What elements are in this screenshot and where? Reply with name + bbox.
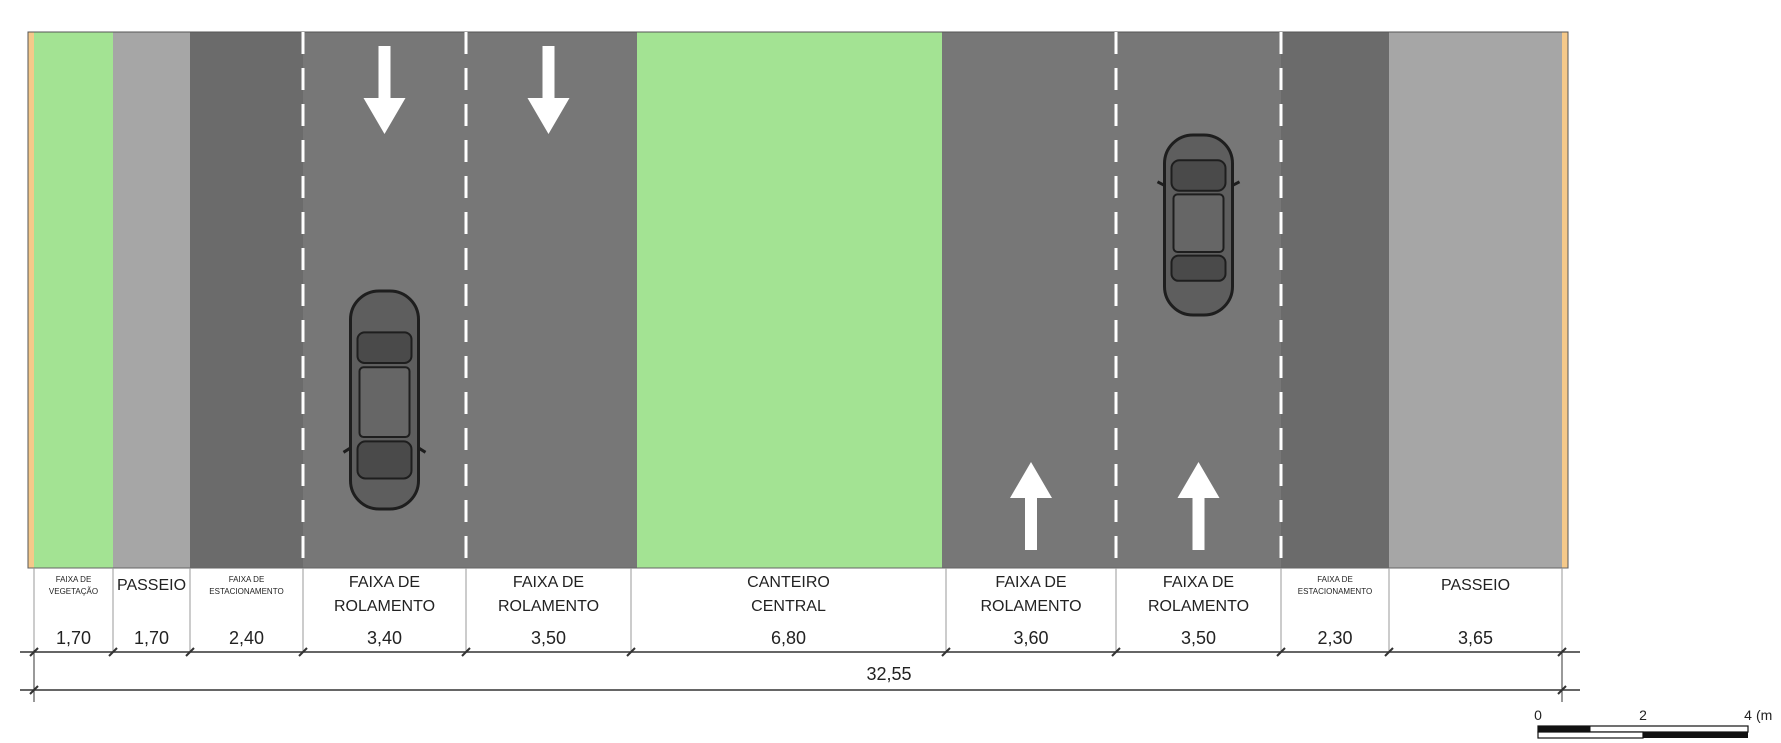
- strip-width-value: 3,65: [1458, 628, 1493, 648]
- arrow-head: [363, 98, 406, 134]
- road-strips: [27, 31, 1569, 569]
- arrow-head: [527, 98, 570, 134]
- strip-width-value: 3,40: [367, 628, 402, 648]
- scale-tick-label: 4: [1744, 707, 1752, 723]
- car-roof: [1172, 193, 1225, 253]
- strip-label: FAIXA DE: [1317, 575, 1353, 584]
- dimension-tick: [108, 647, 118, 657]
- strip-width-value: 3,60: [1013, 628, 1048, 648]
- edge-strip-left: [28, 32, 34, 568]
- strip-label: CANTEIRO: [747, 574, 830, 591]
- strip-label: ROLAMENTO: [498, 598, 599, 615]
- dimension-tick: [1111, 647, 1121, 657]
- strip-width-value: 2,30: [1317, 628, 1352, 648]
- car-roof: [358, 366, 411, 439]
- strip-label: PASSEIO: [117, 577, 186, 594]
- strip-label: FAIXA DE: [349, 574, 420, 591]
- car-rear-window: [356, 331, 413, 364]
- strip-passeio-right: [1389, 32, 1562, 568]
- dimension-tick: [1384, 647, 1394, 657]
- strip-width-value: 1,70: [134, 628, 169, 648]
- strip-labels: FAIXA DE VEGETAÇÃO 1,70 PASSEIO 1,70 FAIXA DE…: [28, 567, 1568, 652]
- dimension-tick: [1276, 647, 1286, 657]
- strip-label: ROLAMENTO: [1148, 598, 1249, 615]
- strip-label: FAIXA DE: [56, 575, 92, 584]
- dimension-tick: [461, 647, 471, 657]
- car-rear-window: [1170, 254, 1227, 282]
- arrow-shaft: [1192, 496, 1205, 550]
- arrow-head: [1010, 462, 1052, 498]
- strip-label: PASSEIO: [1441, 577, 1510, 594]
- strip-label: CENTRAL: [751, 598, 826, 615]
- direction-arrow-up: [1010, 462, 1052, 550]
- dimension-tick: [185, 647, 195, 657]
- arrow-shaft: [1025, 496, 1037, 550]
- direction-arrow-down: [363, 46, 406, 134]
- strip-width-value: 3,50: [531, 628, 566, 648]
- strip-label: FAIXA DE: [1163, 574, 1234, 591]
- car-windshield: [1170, 159, 1227, 192]
- scale-bar-segment: [1643, 732, 1748, 738]
- arrow-shaft: [542, 46, 555, 100]
- dimension-tick: [626, 647, 636, 657]
- strip-passeio-left: [113, 32, 190, 568]
- car-mirror: [342, 446, 352, 454]
- strip-width-value: 6,80: [771, 628, 806, 648]
- strip-canteiro: [637, 32, 942, 568]
- car-mirror: [1156, 180, 1166, 187]
- strip-estacionamento-left: [190, 32, 303, 568]
- strip-width-value: 3,50: [1181, 628, 1216, 648]
- strip-label: FAIXA DE: [229, 575, 265, 584]
- strip-label: ESTACIONAMENTO: [209, 587, 283, 596]
- car-mirror: [417, 446, 427, 454]
- scale-bar-segment: [1537, 731, 1644, 739]
- strip-label: VEGETAÇÃO: [49, 587, 98, 596]
- strip-label: FAIXA DE: [995, 574, 1066, 591]
- edge-strip-right: [1562, 32, 1568, 568]
- scale-unit-label: (m: [1756, 707, 1772, 723]
- strip-width-value: 2,40: [229, 628, 264, 648]
- strip-estacionamento-right: [1281, 32, 1389, 568]
- strip-label: FAIXA DE: [513, 574, 584, 591]
- scale-bar-segment: [1538, 726, 1591, 732]
- strip-width-value: 1,70: [56, 628, 91, 648]
- scale-tick-label: 0: [1534, 707, 1542, 723]
- scale-tick-label: 2: [1639, 707, 1647, 723]
- strip-label: ESTACIONAMENTO: [1298, 587, 1372, 596]
- strip-vegetacao: [34, 32, 113, 568]
- dimension-tick: [298, 647, 308, 657]
- arrow-head: [1177, 462, 1220, 498]
- direction-arrow-down: [527, 46, 570, 134]
- car-icon: [1156, 133, 1241, 317]
- arrow-shaft: [378, 46, 391, 100]
- strip-label: ROLAMENTO: [334, 598, 435, 615]
- scale-bar: 0 2 4 (m: [1534, 707, 1772, 739]
- lane-markings: [301, 32, 1283, 568]
- dimension-tick: [941, 647, 951, 657]
- car-icon: [342, 289, 427, 511]
- strip-label: ROLAMENTO: [980, 598, 1081, 615]
- total-width-value: 32,55: [866, 664, 911, 684]
- direction-arrow-up: [1177, 462, 1220, 550]
- car-mirror: [1231, 180, 1241, 187]
- car-windshield: [356, 440, 413, 480]
- dimension-lines: 32,55: [20, 647, 1580, 702]
